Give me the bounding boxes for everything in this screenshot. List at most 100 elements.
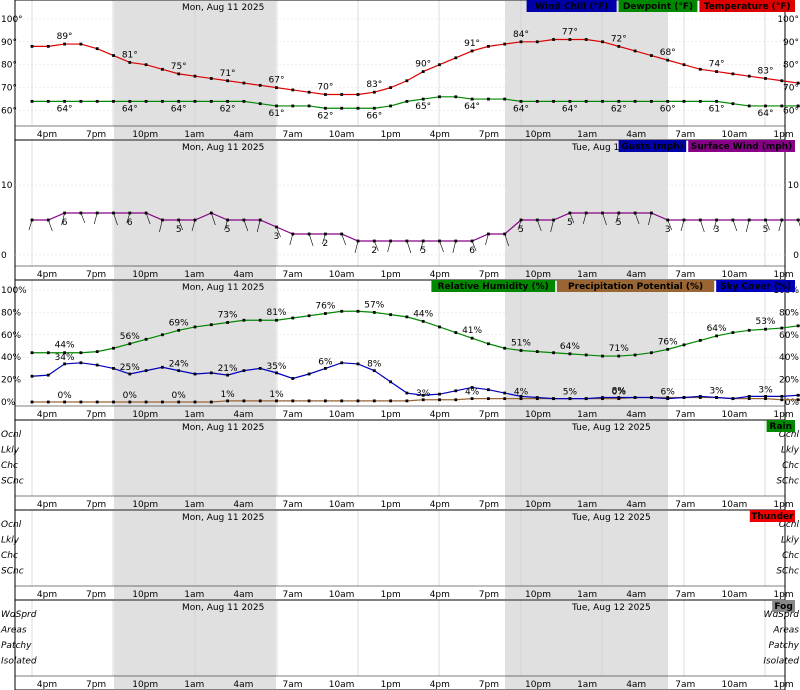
y-tick-label-right: 100° xyxy=(777,15,799,25)
wind-barb xyxy=(341,233,346,246)
precip-potential-point xyxy=(112,400,115,404)
sky-cover-point xyxy=(487,388,490,392)
sky-cover-point xyxy=(454,389,458,393)
precip-potential-point xyxy=(177,400,181,404)
data-label: 64° xyxy=(57,104,73,114)
sky-cover-point xyxy=(438,392,441,396)
sky-cover-point xyxy=(552,397,555,401)
temperature-point xyxy=(63,42,66,46)
wind-barb xyxy=(797,219,800,227)
category-label-right: Patchy xyxy=(769,641,800,651)
temperature-line xyxy=(32,38,800,96)
sky-cover-point xyxy=(128,372,132,376)
data-label: 62° xyxy=(317,111,333,121)
precip-potential-point xyxy=(242,399,246,403)
data-label: 5 xyxy=(225,225,231,235)
time-tick-label: 7am xyxy=(675,130,695,140)
relative-humidity-point xyxy=(731,331,735,334)
sky-cover-point xyxy=(161,365,164,369)
dewpoint-point xyxy=(209,99,213,103)
category-label: Areas xyxy=(0,626,27,636)
time-tick-label: 7am xyxy=(282,500,302,510)
surface-wind-point xyxy=(617,211,621,215)
time-tick-label: 10am xyxy=(329,270,355,280)
legend-label: Relative Humidity (%) xyxy=(438,282,549,292)
y-tick-label-right: 70° xyxy=(783,84,799,94)
date-label-day2: Tue, Aug 12 2025 xyxy=(571,603,651,613)
dewpoint-point xyxy=(112,99,115,103)
sky-cover-line xyxy=(31,362,800,400)
panel-temperature: 4pm 7pm 10pm 1am 4am 7am 10am 1pm 4pm 7pm 10pm 1am 4… xyxy=(14,0,794,141)
dewpoint-point xyxy=(584,99,588,103)
wind-barb xyxy=(178,219,183,231)
time-tick-label: 4pm xyxy=(37,680,57,690)
relative-humidity-point xyxy=(30,351,34,355)
category-label-right: Lkly xyxy=(781,536,800,546)
time-tick-label: 1pm xyxy=(773,270,793,280)
wind-barb xyxy=(504,233,509,247)
dewpoint-point xyxy=(633,99,637,103)
data-label: 75° xyxy=(171,62,187,72)
date-label-day2: Tue, Aug 12 2025 xyxy=(571,513,651,523)
relative-humidity-point xyxy=(535,350,539,353)
data-label: 5 xyxy=(616,218,622,228)
data-label: 5 xyxy=(176,225,182,235)
temperature-point xyxy=(633,49,637,53)
data-label: 21% xyxy=(218,364,238,374)
wind-barb xyxy=(537,219,542,232)
sky-cover-point xyxy=(633,396,637,399)
category-label: Lkly xyxy=(1,446,20,456)
dewpoint-point xyxy=(715,99,718,103)
data-label: 77° xyxy=(562,28,578,38)
precip-potential-point xyxy=(144,400,148,404)
data-label: 67° xyxy=(269,76,285,86)
data-label: 61° xyxy=(709,104,725,114)
dewpoint-point xyxy=(731,102,735,106)
surface-wind-point xyxy=(666,218,670,222)
data-label: 6 xyxy=(127,218,133,228)
temperature-point xyxy=(389,86,392,90)
precip-potential-point xyxy=(307,399,311,403)
data-label: 61° xyxy=(269,109,285,119)
precip-potential-point xyxy=(46,400,50,404)
data-label: 70° xyxy=(317,83,333,93)
wind-barb xyxy=(322,233,326,245)
data-label: 91° xyxy=(464,39,480,49)
category-label-right: Chc xyxy=(782,461,799,471)
time-tick-label: 1am xyxy=(577,590,597,600)
time-tick-label: 7am xyxy=(675,680,695,690)
time-tick-label: 10pm xyxy=(132,500,158,510)
dewpoint-point xyxy=(454,95,458,99)
time-tick-label: 1pm xyxy=(773,130,793,140)
relative-humidity-point xyxy=(421,319,425,323)
wind-barb xyxy=(289,233,294,246)
night-shade xyxy=(505,601,668,689)
sky-cover-point xyxy=(601,396,604,399)
time-tick-label: 4pm xyxy=(430,590,450,600)
time-tick-label: 1am xyxy=(184,130,204,140)
data-label: 64° xyxy=(464,102,480,112)
relative-humidity-point xyxy=(161,333,164,337)
dewpoint-point xyxy=(161,99,164,103)
legend-label: Fog xyxy=(774,602,792,612)
legend-label: Dewpoint (°F) xyxy=(623,2,693,12)
category-label: SChc xyxy=(1,477,24,487)
temperature-point xyxy=(275,86,278,90)
data-label: 71° xyxy=(220,69,236,79)
wind-barb xyxy=(569,212,575,224)
relative-humidity-point xyxy=(128,342,132,346)
sky-cover-point xyxy=(372,369,376,373)
sky-cover-point xyxy=(731,397,735,401)
data-label: 5 xyxy=(567,218,573,228)
time-tick-label: 1am xyxy=(577,680,597,690)
dewpoint-point xyxy=(438,95,441,99)
precip-potential-point xyxy=(209,400,213,404)
data-label: 8% xyxy=(367,360,382,370)
relative-humidity-point xyxy=(46,351,50,355)
dewpoint-point xyxy=(193,99,197,103)
dewpoint-point xyxy=(568,99,572,103)
time-tick-label: 4am xyxy=(626,270,646,280)
date-label-day2: Tue, Aug 12 2025 xyxy=(571,423,651,433)
temperature-point xyxy=(193,74,197,78)
